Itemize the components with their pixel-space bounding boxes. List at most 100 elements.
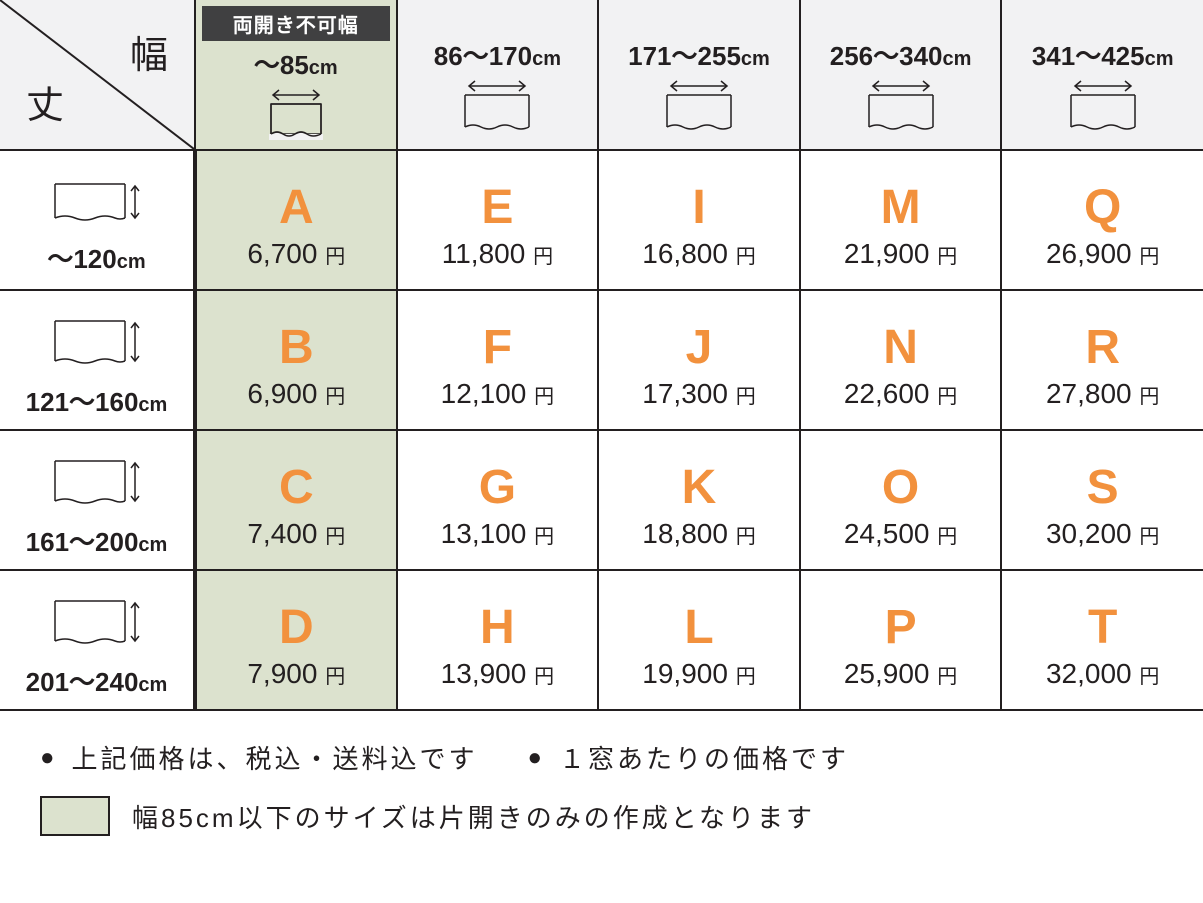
cell-price: 7,900 円	[197, 658, 396, 690]
cell-price: 30,200 円	[1002, 518, 1203, 550]
price-cell: A6,700 円	[195, 150, 397, 290]
price-cell: S30,200 円	[1001, 430, 1203, 570]
height-range-3: 201～240cm	[0, 662, 193, 699]
cell-price: 7,400 円	[197, 518, 396, 550]
width-range-0: ～85cm	[196, 45, 396, 82]
legend-note-2: １窓あたりの価格です	[559, 739, 849, 776]
cell-letter: S	[1002, 462, 1203, 515]
price-cell: R27,800 円	[1001, 290, 1203, 430]
height-range-2: 161～200cm	[0, 522, 193, 559]
legend-row-2: 幅85cm以下のサイズは片開きのみの作成となります	[40, 796, 1183, 836]
table-row: ～120cm A6,700 円 E11,800 円 I16,800 円 M21,…	[0, 150, 1203, 290]
cell-price: 12,100 円	[398, 378, 598, 410]
legend-note-1: 上記価格は、税込・送料込です	[72, 739, 478, 776]
legend-row-1: ● 上記価格は、税込・送料込です ● １窓あたりの価格です	[40, 739, 1183, 776]
cell-letter: H	[398, 602, 598, 655]
cell-letter: K	[599, 462, 799, 515]
cell-price: 24,500 円	[801, 518, 1001, 550]
cell-letter: J	[599, 322, 799, 375]
height-header-2: 161～200cm	[0, 430, 195, 570]
cell-letter: G	[398, 462, 598, 515]
width-range-2: 171～255cm	[599, 36, 799, 73]
cell-price: 13,100 円	[398, 518, 598, 550]
cell-price: 21,900 円	[801, 238, 1001, 270]
curtain-height-icon	[0, 315, 193, 376]
price-cell: E11,800 円	[397, 150, 599, 290]
height-header-1: 121～160cm	[0, 290, 195, 430]
price-cell: F12,100 円	[397, 290, 599, 430]
cell-price: 16,800 円	[599, 238, 799, 270]
height-header-0: ～120cm	[0, 150, 195, 290]
cell-letter: E	[398, 182, 598, 235]
legend-note-3: 幅85cm以下のサイズは片開きのみの作成となります	[132, 798, 815, 835]
axis-corner: 幅 丈	[0, 0, 195, 150]
curtain-height-icon	[0, 455, 193, 516]
curtain-width-icon	[1002, 79, 1203, 140]
price-cell: T32,000 円	[1001, 570, 1203, 710]
curtain-width-icon	[599, 79, 799, 140]
cell-price: 27,800 円	[1002, 378, 1203, 410]
cell-price: 19,900 円	[599, 658, 799, 690]
cell-price: 22,600 円	[801, 378, 1001, 410]
table-row: 201～240cm D7,900 円 H13,900 円 L19,900 円 P…	[0, 570, 1203, 710]
price-cell: L19,900 円	[598, 570, 800, 710]
cell-letter: T	[1002, 602, 1203, 655]
cell-letter: C	[197, 462, 396, 515]
curtain-height-icon	[0, 178, 193, 233]
cell-letter: F	[398, 322, 598, 375]
cell-price: 18,800 円	[599, 518, 799, 550]
price-cell: P25,900 円	[800, 570, 1002, 710]
price-cell: G13,100 円	[397, 430, 599, 570]
cell-letter: R	[1002, 322, 1203, 375]
price-cell: Q26,900 円	[1001, 150, 1203, 290]
cell-price: 6,900 円	[197, 378, 396, 410]
cell-price: 13,900 円	[398, 658, 598, 690]
price-cell: I16,800 円	[598, 150, 800, 290]
table-row: 121～160cm B6,900 円 F12,100 円 J17,300 円 N…	[0, 290, 1203, 430]
price-cell: K18,800 円	[598, 430, 800, 570]
curtain-height-icon	[0, 595, 193, 656]
cell-letter: Q	[1002, 182, 1203, 235]
cell-price: 17,300 円	[599, 378, 799, 410]
cell-letter: P	[801, 602, 1001, 655]
cell-price: 11,800 円	[398, 238, 598, 270]
cell-letter: L	[599, 602, 799, 655]
width-header-4: 341～425cm	[1001, 0, 1203, 150]
cell-letter: M	[801, 182, 1001, 235]
width-axis-label: 幅	[130, 24, 168, 79]
curtain-width-icon	[196, 88, 396, 145]
width-range-3: 256～340cm	[801, 36, 1001, 73]
price-cell: D7,900 円	[195, 570, 397, 710]
cell-price: 32,000 円	[1002, 658, 1203, 690]
width-range-1: 86～170cm	[398, 36, 598, 73]
height-range-1: 121～160cm	[0, 382, 193, 419]
width-range-4: 341～425cm	[1002, 36, 1203, 73]
legend: ● 上記価格は、税込・送料込です ● １窓あたりの価格です 幅85cm以下のサイ…	[0, 711, 1203, 876]
cell-letter: O	[801, 462, 1001, 515]
price-cell: C7,400 円	[195, 430, 397, 570]
width-header-2: 171～255cm	[598, 0, 800, 150]
narrow-notice: 両開き不可幅	[202, 6, 390, 41]
price-cell: B6,900 円	[195, 290, 397, 430]
bullet-icon: ●	[528, 744, 546, 772]
price-cell: O24,500 円	[800, 430, 1002, 570]
curtain-width-icon	[398, 79, 598, 140]
table-row: 161～200cm C7,400 円 G13,100 円 K18,800 円 O…	[0, 430, 1203, 570]
height-range-0: ～120cm	[0, 239, 193, 276]
cell-letter: D	[197, 602, 396, 655]
cell-letter: I	[599, 182, 799, 235]
width-header-1: 86～170cm	[397, 0, 599, 150]
cell-price: 26,900 円	[1002, 238, 1203, 270]
price-table: 幅 丈 両開き不可幅 ～85cm	[0, 0, 1203, 711]
price-cell: H13,900 円	[397, 570, 599, 710]
height-header-3: 201～240cm	[0, 570, 195, 710]
cell-letter: A	[197, 182, 396, 235]
height-axis-label: 丈	[26, 74, 64, 129]
cell-price: 25,900 円	[801, 658, 1001, 690]
bullet-icon: ●	[40, 744, 58, 772]
width-header-0: 両開き不可幅 ～85cm	[195, 0, 397, 150]
narrow-swatch-icon	[40, 796, 110, 836]
price-cell: N22,600 円	[800, 290, 1002, 430]
price-cell: M21,900 円	[800, 150, 1002, 290]
price-cell: J17,300 円	[598, 290, 800, 430]
